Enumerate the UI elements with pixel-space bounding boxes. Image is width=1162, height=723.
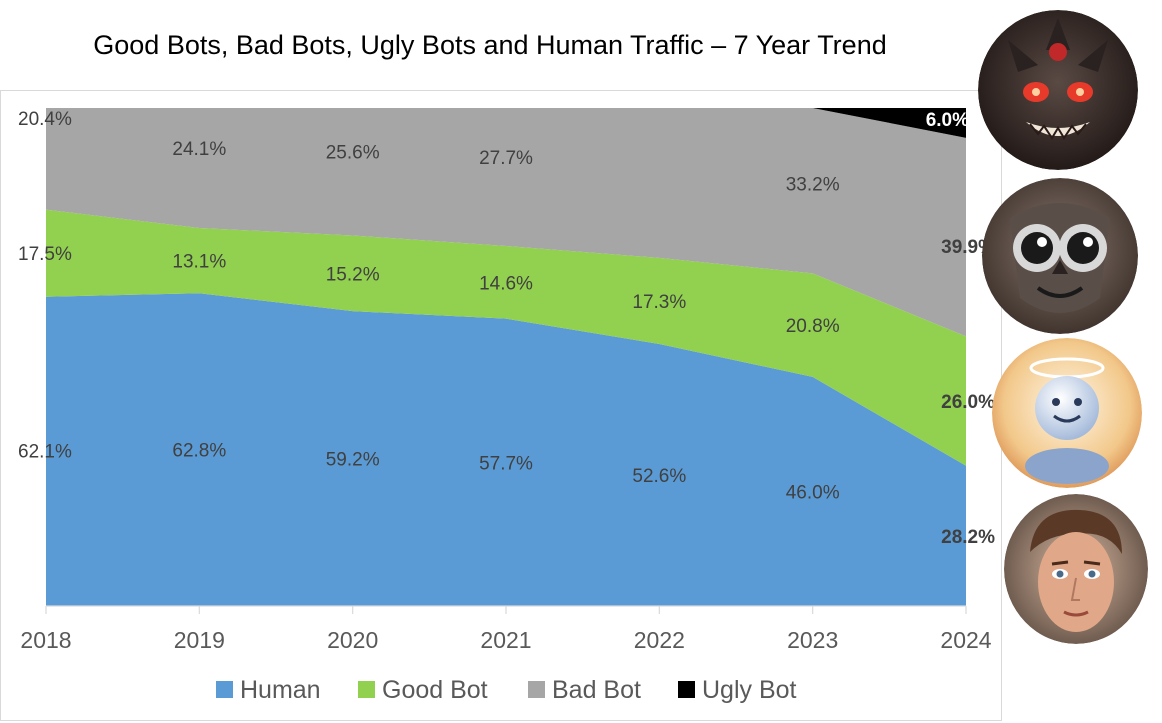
data-label: 62.8% bbox=[172, 441, 226, 462]
data-label: 59.2% bbox=[326, 450, 380, 471]
data-label: 33.2% bbox=[786, 175, 840, 196]
x-tick-label: 2024 bbox=[940, 627, 991, 653]
data-label: 26.0% bbox=[941, 392, 995, 413]
legend-swatch bbox=[678, 681, 695, 698]
x-tick-label: 2018 bbox=[20, 627, 71, 653]
data-label: 27.7% bbox=[479, 148, 533, 169]
legend-label: Bad Bot bbox=[552, 676, 641, 704]
bad-bot-owl-avatar-icon bbox=[982, 178, 1138, 334]
data-label: 6.0% bbox=[926, 110, 969, 131]
data-label: 57.7% bbox=[479, 453, 533, 474]
data-label: 13.1% bbox=[172, 252, 226, 273]
legend-label: Human bbox=[240, 676, 321, 704]
data-label: 46.0% bbox=[786, 482, 840, 503]
x-tick-label: 2021 bbox=[480, 627, 531, 653]
legend-label: Good Bot bbox=[382, 676, 488, 704]
data-label: 15.2% bbox=[326, 264, 380, 285]
data-label: 25.6% bbox=[326, 143, 380, 164]
chart-title: Good Bots, Bad Bots, Ugly Bots and Human… bbox=[93, 30, 887, 60]
data-label: 28.2% bbox=[941, 527, 995, 548]
data-label: 20.8% bbox=[786, 316, 840, 337]
legend-label: Ugly Bot bbox=[702, 676, 797, 704]
x-tick-label: 2022 bbox=[634, 627, 685, 653]
data-label: 24.1% bbox=[172, 139, 226, 160]
data-label: 52.6% bbox=[632, 466, 686, 487]
good-bot-angel-avatar-icon bbox=[992, 338, 1142, 488]
human-face-avatar-icon bbox=[1004, 494, 1148, 644]
x-tick-label: 2020 bbox=[327, 627, 378, 653]
x-tick-label: 2023 bbox=[787, 627, 838, 653]
ugly-bot-demon-avatar-icon bbox=[978, 10, 1138, 170]
legend-swatch bbox=[528, 681, 545, 698]
stacked-area-chart: 2018 2019 2020 2021 2022 2023 2024 62.1% 62.8% 59… bbox=[18, 108, 995, 704]
data-label: 17.3% bbox=[632, 292, 686, 313]
data-label: 17.5% bbox=[18, 244, 72, 265]
area-human bbox=[46, 293, 966, 606]
data-label: 20.4% bbox=[18, 109, 72, 130]
data-label: 14.6% bbox=[479, 273, 533, 294]
area-bad-bot bbox=[46, 108, 966, 337]
x-tick-label: 2019 bbox=[174, 627, 225, 653]
area-ugly-bot bbox=[46, 108, 966, 138]
data-label: 62.1% bbox=[18, 441, 72, 462]
data-label: 39.9% bbox=[941, 237, 995, 258]
legend-swatch bbox=[216, 681, 233, 698]
legend-swatch bbox=[358, 681, 375, 698]
area-good-bot bbox=[46, 209, 966, 466]
